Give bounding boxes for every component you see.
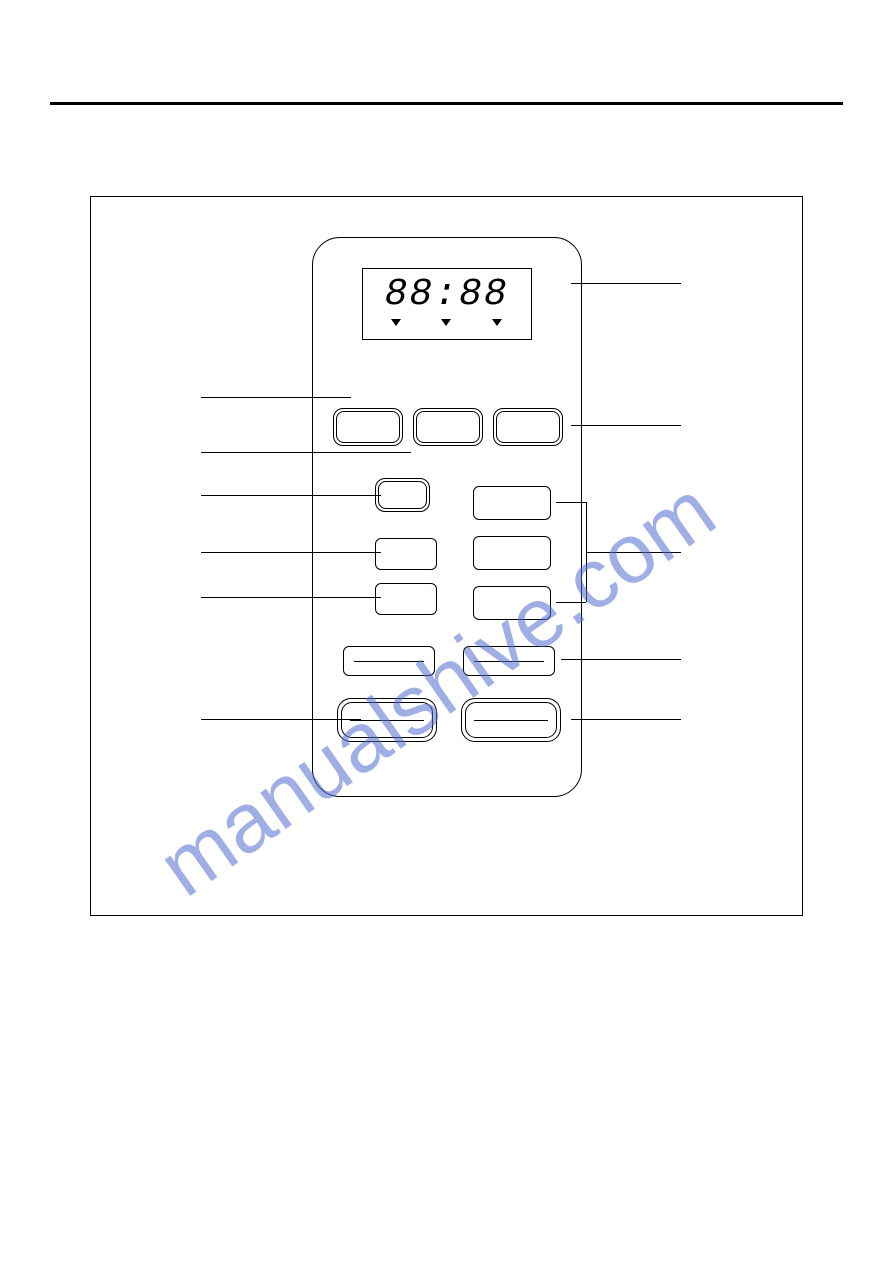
callout-line (556, 502, 586, 503)
callout-line (571, 719, 681, 720)
callout-line (586, 552, 681, 553)
button-slot-left[interactable] (343, 646, 435, 676)
button-big-right[interactable] (461, 698, 561, 742)
button-top-mid[interactable] (413, 408, 483, 446)
figure-frame: 88:88 (90, 196, 803, 916)
callout-line (201, 552, 381, 553)
callout-line (561, 659, 681, 660)
callout-line (571, 425, 681, 426)
indicator-triangle-icon (441, 319, 451, 326)
button-right-3[interactable] (473, 586, 551, 620)
control-panel: 88:88 (312, 237, 582, 797)
page: 88:88 (50, 40, 843, 1223)
callout-line (201, 719, 361, 720)
button-top-left[interactable] (333, 408, 403, 446)
button-left-1[interactable] (375, 478, 430, 512)
display-value: 88:88 (363, 269, 531, 321)
button-big-left[interactable] (337, 698, 437, 742)
button-left-3[interactable] (375, 583, 437, 615)
button-slot-right[interactable] (463, 646, 555, 676)
callout-line (571, 283, 681, 284)
button-right-1[interactable] (473, 486, 551, 520)
indicator-triangle-icon (492, 319, 502, 326)
button-left-2[interactable] (375, 538, 437, 570)
callout-line (201, 495, 381, 496)
callout-line (201, 452, 411, 453)
callout-line (556, 602, 586, 603)
callout-line (201, 597, 381, 598)
callout-line (201, 397, 351, 398)
header-rule (50, 102, 843, 105)
indicator-triangle-icon (391, 319, 401, 326)
lcd-display: 88:88 (362, 268, 532, 340)
button-top-right[interactable] (493, 408, 563, 446)
button-right-2[interactable] (473, 536, 551, 570)
